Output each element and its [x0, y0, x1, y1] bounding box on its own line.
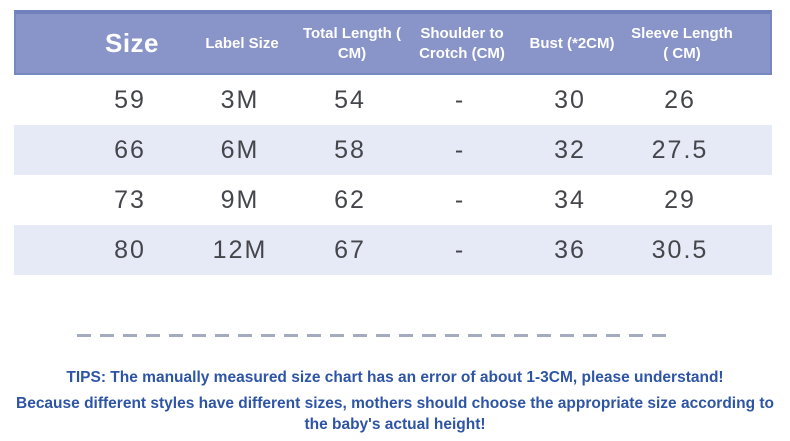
size-chart-table: Size Label Size Total Length ( CM) Shoul… [14, 10, 772, 275]
table-row: 80 12M 67 - 36 30.5 [14, 225, 772, 275]
tips-line-1: TIPS: The manually measured size chart h… [66, 369, 724, 386]
header-cell-label-size: Label Size [205, 34, 279, 52]
header-cell-bust: Bust (*2CM) [529, 34, 615, 52]
table-cell: 29 [664, 185, 696, 214]
table-cell: 66 [114, 135, 146, 164]
table-cell: - [454, 235, 466, 264]
table-row: 73 9M 62 - 34 29 [14, 175, 772, 225]
table-cell: 9M [220, 185, 260, 214]
table-cell: 54 [334, 85, 366, 114]
table-body: 59 3M 54 - 30 26 66 6M 58 - 32 27.5 73 9… [14, 75, 772, 275]
table-cell: 59 [114, 85, 146, 114]
dashed-divider [77, 334, 674, 337]
table-cell: - [454, 135, 466, 164]
table-cell: 30.5 [651, 235, 709, 264]
table-cell: 36 [554, 235, 586, 264]
header-cell-total-length: Total Length ( CM) [302, 25, 402, 62]
table-cell: 30 [554, 85, 586, 114]
table-cell: 6M [220, 135, 260, 164]
table-cell: 3M [220, 85, 260, 114]
header-cell-size: Size [104, 27, 160, 58]
table-cell: 12M [212, 235, 268, 264]
tips-line-2: Because different styles have different … [16, 395, 774, 433]
table-cell: 26 [664, 85, 696, 114]
table-cell: 32 [554, 135, 586, 164]
table-cell: 62 [334, 185, 366, 214]
table-cell: 58 [334, 135, 366, 164]
table-header-row: Size Label Size Total Length ( CM) Shoul… [14, 10, 772, 75]
header-cell-shoulder-to-crotch: Shoulder to Crotch (CM) [419, 25, 505, 62]
table-cell: 67 [334, 235, 366, 264]
table-row: 59 3M 54 - 30 26 [14, 75, 772, 125]
table-cell: 34 [554, 185, 586, 214]
header-cell-sleeve-length: Sleeve Length ( CM) [631, 25, 733, 62]
table-cell: 27.5 [651, 135, 709, 164]
table-cell: 80 [114, 235, 146, 264]
table-cell: - [454, 185, 466, 214]
table-row: 66 6M 58 - 32 27.5 [14, 125, 772, 175]
table-cell: - [454, 85, 466, 114]
tips-text: TIPS: The manually measured size chart h… [8, 362, 782, 440]
table-cell: 73 [114, 185, 146, 214]
